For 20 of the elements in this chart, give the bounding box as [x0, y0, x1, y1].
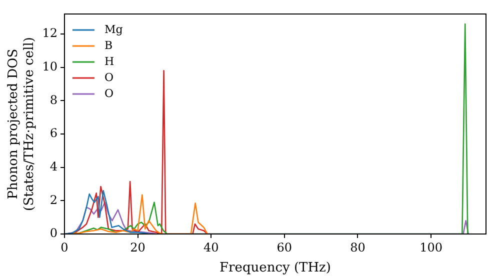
- y-tick-label: 4: [50, 159, 58, 174]
- x-tick-label: 20: [130, 240, 146, 254]
- y-tick-label: 8: [50, 92, 58, 107]
- y-tick-label: 0: [50, 226, 58, 240]
- x-tick-label: 100: [420, 240, 442, 254]
- y-tick-label: 10: [42, 59, 58, 74]
- legend-label: O: [104, 86, 114, 100]
- legend-label: B: [104, 38, 113, 52]
- legend-label: O: [104, 70, 114, 84]
- legend-label: Mg: [104, 22, 123, 36]
- y-axis-title: Phonon projected DOS (States/THz·primitive cell): [6, 36, 37, 212]
- y-tick-label: 2: [50, 192, 58, 207]
- y-tick-label: 6: [50, 126, 58, 140]
- x-axis-title: Frequency (THz): [220, 260, 331, 276]
- x-tick-label: 80: [350, 240, 366, 254]
- x-tick-label: 40: [203, 240, 219, 254]
- y-tick-label: 12: [42, 26, 58, 40]
- legend-label: H: [104, 54, 114, 68]
- x-tick-label: 0: [60, 240, 68, 254]
- x-tick-label: 60: [276, 240, 292, 254]
